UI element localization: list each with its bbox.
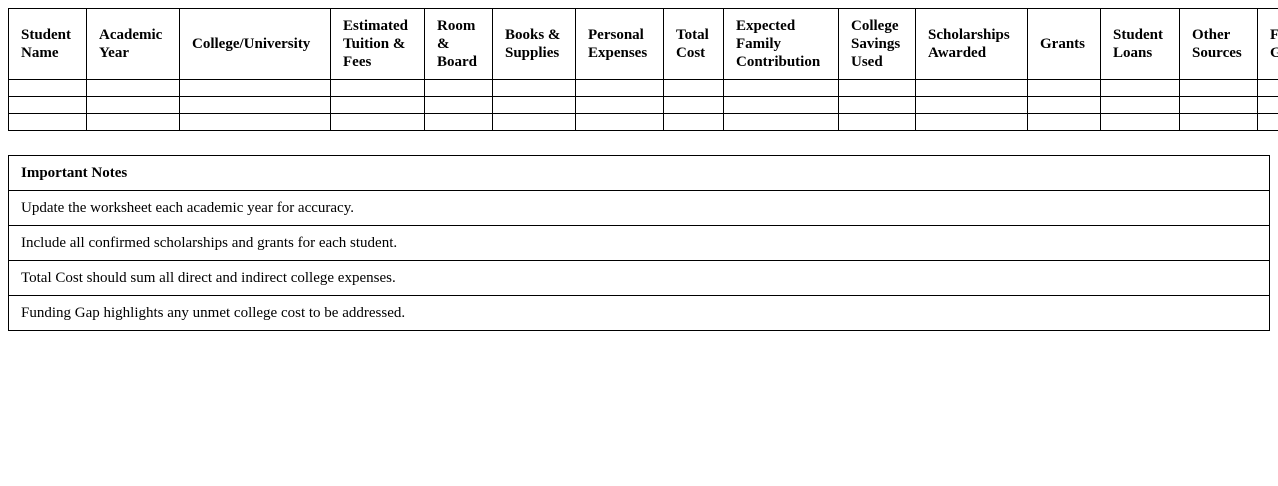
table-cell[interactable] <box>723 113 839 131</box>
column-header: Student Loans <box>1100 8 1180 80</box>
table-cell[interactable] <box>1027 96 1101 114</box>
column-header: Books & Supplies <box>492 8 576 80</box>
column-header: Room & Board <box>424 8 493 80</box>
table-cell[interactable] <box>1100 79 1180 97</box>
important-notes-table: Important Notes Update the worksheet eac… <box>8 155 1270 331</box>
column-header: Academic Year <box>86 8 180 80</box>
note-item: Funding Gap highlights any unmet college… <box>8 295 1270 331</box>
note-item: Update the worksheet each academic year … <box>8 190 1270 226</box>
table-cell[interactable] <box>424 96 493 114</box>
table-cell[interactable] <box>86 113 180 131</box>
table-cell[interactable] <box>330 96 425 114</box>
column-header: College Savings Used <box>838 8 916 80</box>
column-header: Student Name <box>8 8 87 80</box>
table-cell[interactable] <box>838 113 916 131</box>
table-cell[interactable] <box>1027 113 1101 131</box>
table-cell[interactable] <box>492 113 576 131</box>
table-cell[interactable] <box>1179 96 1258 114</box>
table-row <box>8 113 1278 131</box>
table-cell[interactable] <box>838 96 916 114</box>
table-cell[interactable] <box>575 79 664 97</box>
table-cell[interactable] <box>1100 96 1180 114</box>
table-cell[interactable] <box>575 96 664 114</box>
table-cell[interactable] <box>723 96 839 114</box>
table-cell[interactable] <box>330 79 425 97</box>
note-item: Total Cost should sum all direct and ind… <box>8 260 1270 296</box>
table-cell[interactable] <box>1257 96 1278 114</box>
column-header: Total Cost <box>663 8 724 80</box>
table-cell[interactable] <box>915 79 1028 97</box>
table-cell[interactable] <box>330 113 425 131</box>
table-cell[interactable] <box>8 79 87 97</box>
table-cell[interactable] <box>723 79 839 97</box>
table-cell[interactable] <box>1179 113 1258 131</box>
table-cell[interactable] <box>179 79 331 97</box>
header-row: Student Name Academic Year College/Univers… <box>8 8 1278 80</box>
table-cell[interactable] <box>1179 79 1258 97</box>
table-cell[interactable] <box>915 96 1028 114</box>
table-cell[interactable] <box>1257 79 1278 97</box>
table-cell[interactable] <box>663 96 724 114</box>
table-cell[interactable] <box>86 96 180 114</box>
column-header: Other Sources <box>1179 8 1258 80</box>
table-cell[interactable] <box>424 113 493 131</box>
table-cell[interactable] <box>179 96 331 114</box>
table-cell[interactable] <box>575 113 664 131</box>
table-cell[interactable] <box>86 79 180 97</box>
column-header: College/University <box>179 8 331 80</box>
table-row <box>8 96 1278 114</box>
table-cell[interactable] <box>8 113 87 131</box>
note-item: Include all confirmed scholarships and g… <box>8 225 1270 261</box>
table-cell[interactable] <box>663 79 724 97</box>
table-cell[interactable] <box>424 79 493 97</box>
column-header: Personal Expenses <box>575 8 664 80</box>
table-cell[interactable] <box>492 79 576 97</box>
table-row <box>8 79 1278 97</box>
table-cell[interactable] <box>8 96 87 114</box>
column-header: Estimated Tuition & Fees <box>330 8 425 80</box>
column-header: Grants <box>1027 8 1101 80</box>
table-cell[interactable] <box>1257 113 1278 131</box>
column-header: Expected Family Contribution <box>723 8 839 80</box>
table-cell[interactable] <box>492 96 576 114</box>
college-cost-worksheet-table: Student Name Academic Year College/Univers… <box>8 8 1278 131</box>
table-cell[interactable] <box>838 79 916 97</box>
column-header: Funding Gap <box>1257 8 1278 80</box>
table-cell[interactable] <box>1027 79 1101 97</box>
column-header: Scholarships Awarded <box>915 8 1028 80</box>
table-cell[interactable] <box>1100 113 1180 131</box>
table-cell[interactable] <box>663 113 724 131</box>
notes-title: Important Notes <box>8 155 1270 191</box>
table-cell[interactable] <box>915 113 1028 131</box>
table-cell[interactable] <box>179 113 331 131</box>
